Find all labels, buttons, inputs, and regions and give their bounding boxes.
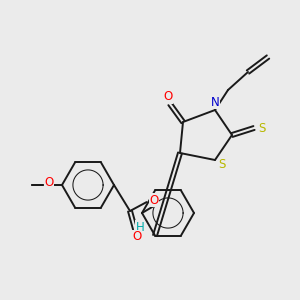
Text: O: O [164,91,172,103]
Text: S: S [218,158,226,172]
Text: O: O [132,230,142,244]
Text: O: O [149,194,159,206]
Text: N: N [211,95,219,109]
Text: O: O [44,176,54,190]
Text: H: H [136,221,144,234]
Text: S: S [258,122,266,134]
